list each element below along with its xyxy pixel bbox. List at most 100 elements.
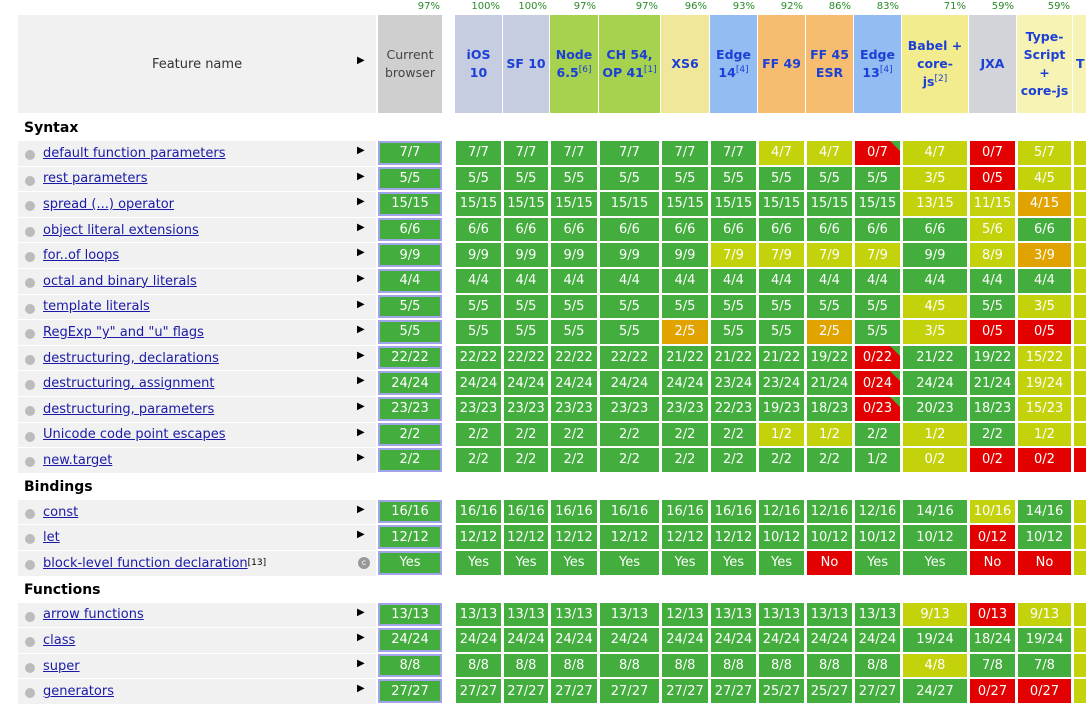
- expand-arrow: ▶: [357, 529, 365, 541]
- column-name: XS6: [671, 56, 699, 71]
- result-cell: 13/13: [807, 602, 852, 627]
- result-cell: 24/24: [504, 371, 548, 395]
- result-cell: 15/15: [855, 192, 900, 216]
- column-header[interactable]: XS6: [661, 15, 709, 113]
- result-cell: 14/16: [1018, 499, 1071, 524]
- column-header[interactable]: Babel + core-js[2]: [902, 15, 968, 113]
- column-note: [4]: [879, 64, 893, 75]
- result-cell: 16/16: [456, 499, 501, 524]
- feature-link[interactable]: rest parameters: [43, 171, 148, 187]
- column-header[interactable]: FF 49: [758, 15, 805, 113]
- column-name: iOS 10: [466, 47, 491, 80]
- result-cell: 5/5: [456, 166, 501, 191]
- column-header[interactable]: JXA: [969, 15, 1016, 113]
- result-cell: 4/4: [600, 269, 659, 293]
- result-cell: 4/4: [807, 269, 852, 293]
- header-text: iOS 10: [458, 46, 499, 82]
- result-cell: No: [1018, 551, 1071, 575]
- result-cell: 22/22: [600, 345, 659, 370]
- info-icon: c: [358, 557, 370, 569]
- feature-link[interactable]: destructuring, declarations: [43, 350, 219, 366]
- feature-cell: object literal extensions ▶: [18, 217, 376, 243]
- column-percent: 97%: [573, 1, 596, 12]
- feature-link[interactable]: template literals: [43, 299, 150, 315]
- result-cell: 2/2: [600, 422, 659, 447]
- feature-link[interactable]: RegExp "y" and "u" flags: [43, 324, 204, 340]
- result-cell: 9/9: [504, 243, 548, 267]
- result-cell: Yes: [711, 551, 756, 575]
- feature-link[interactable]: block-level function declaration: [43, 555, 248, 571]
- column-header[interactable]: Current browser: [378, 15, 442, 113]
- bullet: [25, 201, 35, 212]
- result-cell: 2/2: [759, 448, 804, 472]
- column-name: Current browser: [384, 47, 435, 80]
- feature-link[interactable]: new.target: [43, 452, 113, 468]
- column-percent: 86%: [828, 1, 851, 12]
- feature-link[interactable]: destructuring, parameters: [43, 401, 215, 417]
- feature-link[interactable]: arrow functions: [43, 607, 144, 623]
- result-cell: 7/7: [600, 141, 659, 165]
- result-cell: 24/24: [551, 371, 597, 395]
- result-cell: 13/13: [600, 602, 659, 627]
- column-header[interactable]: SF 10: [503, 15, 549, 113]
- result-cell: 21/22: [903, 345, 967, 370]
- result-cell: 1/2: [1018, 422, 1071, 447]
- result-cell: [1074, 166, 1086, 191]
- header-text: SF 10: [506, 55, 545, 73]
- result-cell: Yes: [662, 551, 708, 575]
- result-cell: 24/24: [662, 628, 708, 652]
- result-cell: 7/7: [456, 141, 501, 165]
- feature-link[interactable]: default function parameters: [43, 145, 226, 161]
- feature-link[interactable]: class: [43, 632, 76, 648]
- flag-corner: [890, 371, 900, 382]
- result-cell: 24/24: [903, 371, 967, 395]
- result-cell: 2/2: [600, 448, 659, 472]
- result-cell: 15/15: [504, 192, 548, 216]
- result-cell: No: [807, 551, 852, 575]
- column-header[interactable]: Edge 13[4]: [854, 15, 901, 113]
- column-percent: 59%: [991, 1, 1014, 12]
- column-header[interactable]: FF 45 ESR: [806, 15, 853, 113]
- result-cell: [1074, 192, 1086, 216]
- result-cell: 3/9: [1018, 243, 1071, 267]
- column-header[interactable]: CH 54, OP 41[1]: [599, 15, 660, 113]
- column-percent: 71%: [943, 1, 966, 12]
- column-name: JXA: [980, 56, 1005, 71]
- feature-link[interactable]: Unicode code point escapes: [43, 427, 226, 443]
- result-cell: 5/5: [970, 294, 1015, 319]
- result-cell: 1/2: [855, 448, 900, 472]
- result-cell: 7/7: [711, 141, 756, 165]
- result-cell: 13/13: [711, 602, 756, 627]
- result-cell: 12/12: [551, 525, 597, 549]
- flag-corner: [890, 141, 900, 151]
- feature-link[interactable]: spread (...) operator: [43, 196, 175, 212]
- header-text: Type-Script + core-js: [1020, 28, 1069, 100]
- result-cell: 4/4: [711, 269, 756, 293]
- feature-link[interactable]: super: [43, 658, 80, 674]
- result-cell: 6/6: [456, 217, 501, 242]
- feature-link[interactable]: const: [43, 504, 79, 520]
- result-cell: 11/15: [970, 192, 1015, 216]
- column-note: [6]: [578, 64, 592, 75]
- result-cell: [1074, 679, 1086, 703]
- feature-link[interactable]: for..of loops: [43, 248, 120, 264]
- result-cell: 5/5: [600, 166, 659, 191]
- feature-link[interactable]: destructuring, assignment: [43, 376, 215, 392]
- column-header[interactable]: Type-Script + core-js: [1017, 15, 1072, 113]
- column-header[interactable]: Edge 14[4]: [710, 15, 757, 113]
- result-cell: [1074, 269, 1086, 293]
- feature-link[interactable]: let: [43, 530, 60, 546]
- feature-link[interactable]: generators: [43, 684, 114, 700]
- result-cell: 8/8: [504, 653, 548, 678]
- feature-link[interactable]: object literal extensions: [43, 222, 199, 238]
- bullet: [25, 662, 35, 673]
- result-cell: 9/9: [551, 243, 597, 267]
- column-header[interactable]: iOS 10: [455, 15, 502, 113]
- header-text: Edge 13[4]: [857, 46, 898, 82]
- result-cell: 4/4: [662, 269, 708, 293]
- column-header[interactable]: Node 6.5[6]: [550, 15, 598, 113]
- result-cell: 20/23: [903, 397, 967, 421]
- feature-link[interactable]: octal and binary literals: [43, 273, 197, 289]
- section-title: Functions: [24, 581, 101, 598]
- header-text: FF 45 ESR: [809, 46, 850, 82]
